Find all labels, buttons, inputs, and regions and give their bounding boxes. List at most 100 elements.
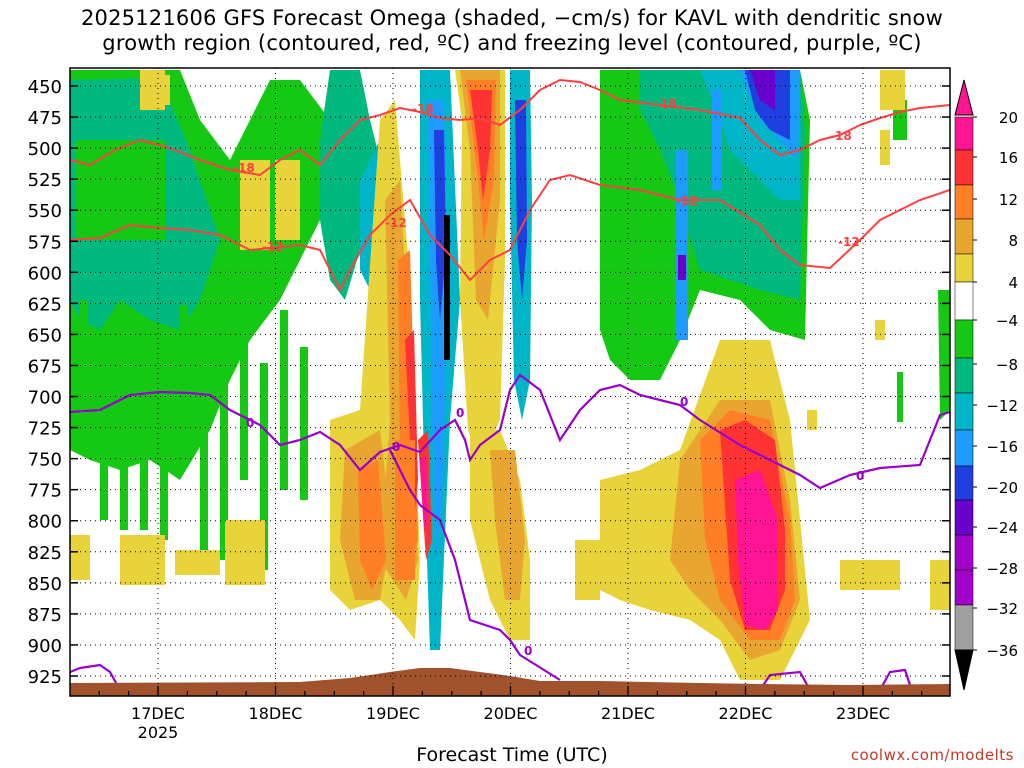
omega-region	[750, 70, 775, 110]
omega-cell	[300, 347, 308, 500]
y-tick-label: 600	[28, 263, 62, 284]
colorbar-label: 16	[999, 149, 1018, 167]
freezing-contour-sfc-far	[879, 668, 912, 691]
y-tick-label: 550	[28, 201, 62, 222]
contour-label: -18	[655, 97, 677, 111]
chart-title: 2025121606 GFS Forecast Omega (shaded, −…	[0, 6, 1024, 56]
colorbar-label: 12	[999, 191, 1018, 209]
omega-region	[420, 455, 428, 530]
x-tick-label: 19DEC	[366, 704, 420, 723]
omega-cell	[140, 321, 148, 530]
freezing-contour-sfc-left	[70, 663, 121, 691]
omega-region	[434, 130, 446, 320]
omega-cell	[225, 520, 265, 585]
colorbar-band	[954, 319, 974, 359]
colorbar-top-arrow	[954, 79, 974, 116]
y-tick-label: 850	[28, 574, 62, 595]
omega-cell	[875, 320, 885, 340]
colorbar-label: −20	[986, 479, 1018, 497]
colorbar-band	[954, 281, 974, 321]
omega-region	[358, 460, 386, 590]
omega-cell	[80, 300, 88, 430]
contour-layer: -18 -18 -18 -18 -12 -12 -12 -12 0 0 0 0 0 0	[70, 78, 950, 691]
omega-cell	[75, 140, 165, 240]
colorbar-band	[954, 429, 974, 467]
omega-cell	[395, 440, 415, 580]
terrain-layer	[70, 668, 950, 696]
omega-cell	[880, 70, 905, 110]
freezing-contour-lower	[419, 504, 561, 681]
colorbar-label: −24	[986, 519, 1018, 537]
colorbar-label: −12	[986, 397, 1018, 415]
contour-label: -18	[830, 129, 852, 143]
contour-label: -12	[262, 240, 284, 254]
x-axis-label: Forecast Time (UTC)	[416, 744, 608, 766]
y-axis: 450 475 500 525 550 575 600 625 650 675 700 725 750 7…	[28, 77, 950, 688]
colorbar-band	[954, 253, 974, 283]
colorbar-label: −4	[996, 312, 1018, 330]
contour-label: -18	[233, 161, 255, 175]
contour-label: 0	[392, 440, 400, 454]
omega-cell	[100, 337, 108, 520]
omega-shading	[70, 70, 950, 680]
credit-link[interactable]: coolwx.com/modelts	[850, 746, 1014, 764]
colorbar-band	[954, 184, 974, 220]
colorbar-label: −8	[996, 356, 1018, 374]
colorbar-band	[954, 465, 974, 501]
y-tick-label: 575	[28, 232, 62, 253]
contour-label: 0	[456, 406, 464, 420]
freezing-contour-lower-b	[389, 449, 421, 506]
omega-region	[515, 100, 527, 300]
omega-cell	[180, 305, 188, 460]
omega-cell	[220, 379, 228, 560]
omega-cell	[807, 410, 817, 430]
x-tick-label: 20DEC	[484, 704, 538, 723]
omega-region	[320, 70, 380, 300]
freezing-contour-sfc-right	[759, 670, 811, 691]
colorbar-label: 8	[1008, 232, 1018, 250]
omega-cell	[930, 560, 950, 610]
colorbar-band	[954, 218, 974, 255]
contour-label: 0	[856, 469, 864, 483]
omega-cell	[200, 342, 208, 550]
omega-cell	[840, 560, 900, 590]
omega-cell	[880, 130, 890, 165]
title-line-2: growth region (contoured, red, ºC) and f…	[102, 31, 922, 55]
omega-cell	[175, 550, 220, 575]
omega-cell	[676, 150, 688, 340]
colorbar-label: −36	[986, 642, 1018, 660]
colorbar-band	[954, 499, 974, 536]
terrain-fill	[70, 668, 950, 696]
colorbar-label: −16	[986, 438, 1018, 456]
omega-cell	[160, 358, 168, 540]
dendritic-contour-18	[70, 78, 950, 177]
contour-label: -18	[412, 102, 434, 116]
colorbar-label: 4	[1008, 274, 1018, 292]
colorbar-label: 20	[999, 109, 1018, 127]
y-tick-label: 475	[28, 108, 62, 129]
x-tick-label: 22DEC	[719, 704, 773, 723]
colorbar-band	[954, 149, 974, 186]
y-tick-label: 925	[28, 667, 62, 688]
colorbar-band	[954, 116, 974, 151]
omega-region	[490, 450, 525, 600]
y-tick-label: 825	[28, 543, 62, 564]
colorbar-band	[954, 357, 974, 394]
colorbar-label: −32	[986, 600, 1018, 618]
x-year-label: 2025	[138, 723, 179, 742]
colorbar-band	[954, 392, 974, 431]
x-tick-label: 18DEC	[249, 704, 303, 723]
y-tick-label: 525	[28, 170, 62, 191]
colorbar-band	[954, 604, 974, 651]
grid-layer	[70, 68, 950, 696]
y-tick-label: 750	[28, 450, 62, 471]
omega-cell	[70, 535, 90, 580]
freezing-contour-main	[70, 373, 950, 490]
x-axis: 17DEC 18DEC 19DEC 20DEC 21DEC 22DEC 23DEC 2025	[98, 686, 923, 742]
omega-cell	[575, 540, 600, 600]
omega-cell	[140, 70, 165, 110]
x-tick-label: 21DEC	[601, 704, 655, 723]
y-tick-label: 700	[28, 388, 62, 409]
omega-cell	[712, 90, 722, 190]
